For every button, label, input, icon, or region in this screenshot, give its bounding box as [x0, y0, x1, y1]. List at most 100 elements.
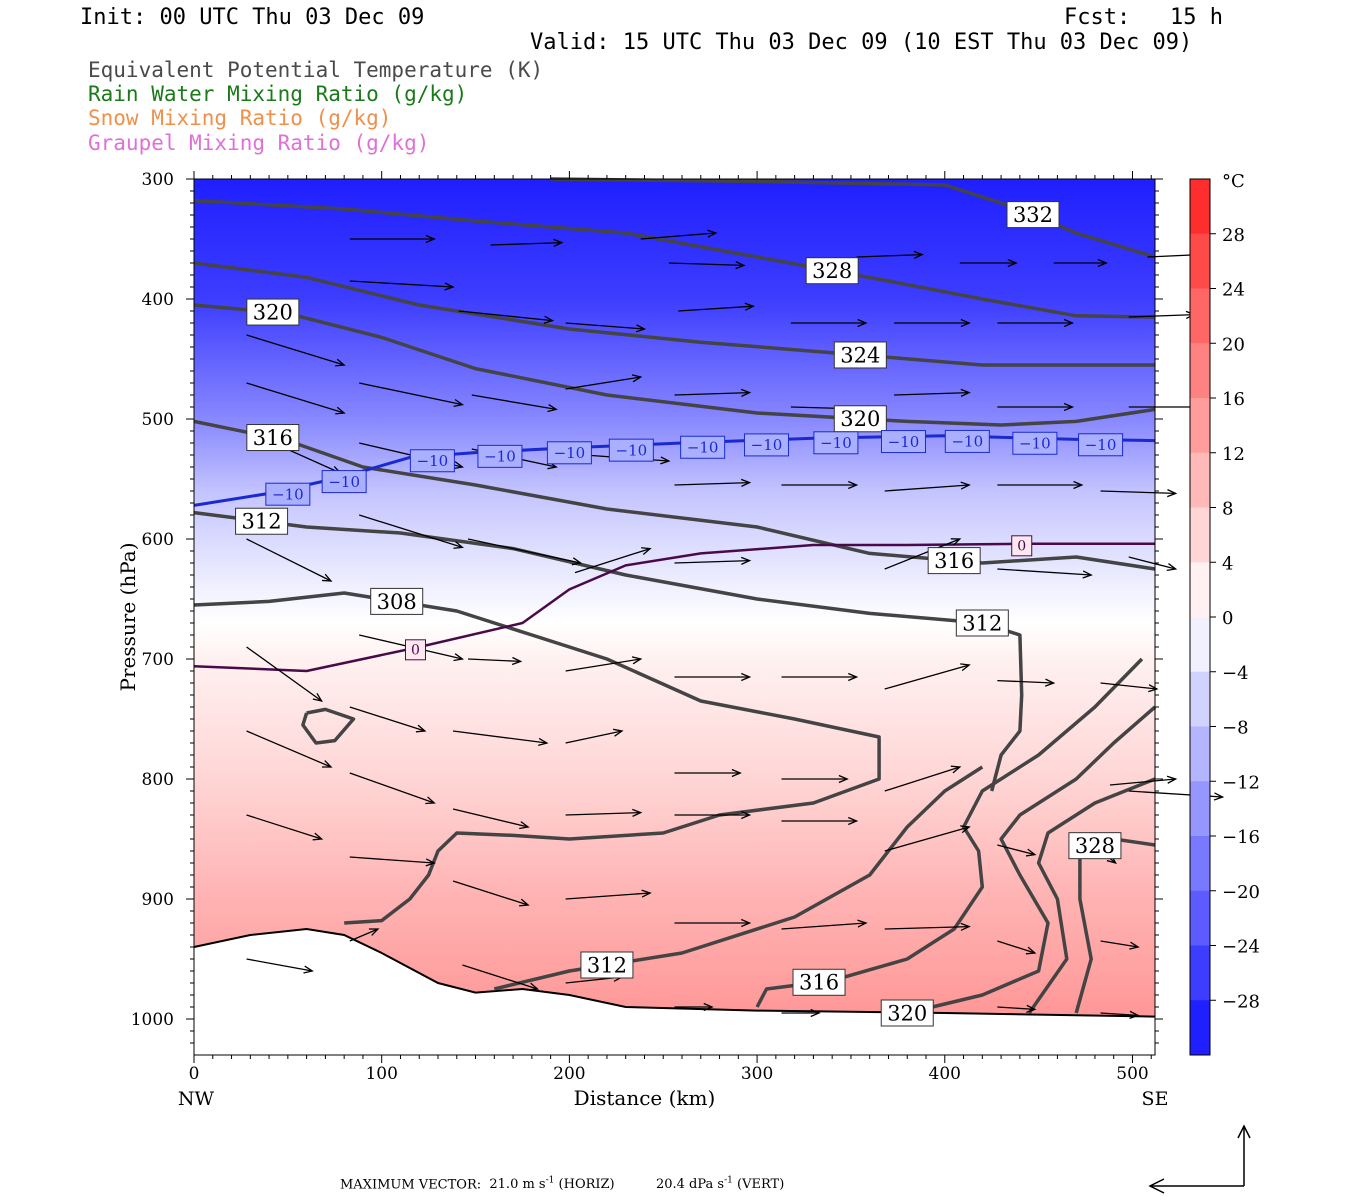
x-tick-label: 100: [365, 1064, 397, 1084]
theta-e-contour: [193, 419, 1156, 571]
isotherm-minus10-label: −10: [888, 433, 920, 451]
wind-vector-head: [415, 724, 427, 733]
y-tick-label: 500: [142, 410, 174, 430]
wind-vector-head: [543, 315, 555, 324]
wind-vector-head: [632, 808, 643, 817]
theta-e-label: 320: [253, 300, 293, 324]
wind-vector-head: [741, 810, 752, 820]
wind-vector-shaft: [674, 559, 750, 564]
y-tick-label: 400: [142, 290, 174, 310]
theta-e-label-box: [246, 424, 300, 452]
isotherm-minus10-label: −10: [484, 448, 516, 466]
isotherm-minus10-label-box: [546, 441, 592, 465]
isotherm-minus10-label: −10: [1085, 436, 1117, 454]
y-axis-label: Pressure (hPa): [116, 543, 140, 692]
wind-vector-head: [950, 765, 962, 774]
wind-vector-shaft: [674, 481, 750, 486]
y-tick-label: 800: [142, 770, 174, 790]
wind-vector-head: [744, 302, 755, 311]
x-tick-label: 500: [1116, 1064, 1148, 1084]
colorbar-tick-label: 12: [1222, 444, 1245, 465]
wind-vector-head: [848, 672, 859, 682]
wind-vector-head: [960, 922, 971, 931]
wind-vector-shaft: [1128, 313, 1195, 318]
isotherm-minus10-label: −10: [951, 433, 983, 451]
colorbar-band: [1190, 233, 1210, 289]
colorbar-tick-label: 4: [1222, 553, 1233, 574]
isotherm-minus10-label-box: [477, 444, 523, 468]
wind-vector-shaft: [668, 262, 744, 267]
wind-vector-shaft: [565, 376, 641, 390]
isotherm-minus10-label-box: [409, 449, 455, 473]
wind-vector-shaft: [781, 922, 866, 930]
theta-e-label: 316: [799, 971, 839, 995]
wind-vector-shaft: [856, 253, 923, 258]
wind-vector-head: [1082, 570, 1093, 579]
theta-e-contour: [550, 177, 1156, 259]
theta-e-label: 320: [887, 1001, 927, 1025]
wind-vector-head: [303, 965, 314, 974]
wind-vector-shaft: [471, 394, 557, 411]
wind-vector-head: [453, 653, 465, 662]
theta-e-label-box: [1006, 201, 1060, 229]
wind-vector-head: [1073, 480, 1084, 490]
wind-vector-shaft: [565, 730, 623, 744]
theta-e-label: 332: [1013, 203, 1053, 227]
wind-vector-shaft: [678, 305, 754, 312]
theta-e-contour: [906, 705, 1157, 1015]
wind-vector-shaft: [452, 880, 529, 906]
max-vector-label: MAXIMUM VECTOR:: [340, 1177, 482, 1193]
isotherm-minus10-label: −10: [417, 452, 449, 470]
wind-vector-head: [322, 760, 333, 768]
wind-vector-head: [848, 816, 859, 826]
isotherm-zero-label: 0: [411, 643, 420, 659]
y-tick-label: 300: [142, 170, 174, 190]
wind-vector-head: [848, 480, 859, 490]
wind-vector-head: [631, 374, 643, 383]
wind-vector-shaft: [349, 856, 435, 864]
x-tick-label: 400: [929, 1064, 961, 1084]
theta-e-label-box: [235, 507, 289, 535]
wind-vector-head: [635, 324, 647, 333]
colorbar-tick-label: −12: [1222, 772, 1260, 793]
x-axis-label: Distance (km): [574, 1086, 716, 1110]
colorbar-band: [1190, 726, 1210, 782]
wind-vector-shaft: [884, 826, 970, 852]
colorbar-tick-label: 16: [1222, 389, 1245, 410]
colorbar-tick-label: 0: [1222, 608, 1233, 629]
isotherm-minus10-label-box: [944, 429, 990, 453]
wind-vector-head: [547, 404, 558, 413]
theta-e-label: 328: [1075, 834, 1115, 858]
wind-vector-shaft: [565, 322, 645, 330]
wind-vector-head: [453, 461, 465, 470]
wind-vector-shaft: [884, 766, 960, 792]
wind-vector-head: [1063, 402, 1075, 412]
wind-vector-shaft: [1100, 682, 1157, 690]
colorbar-tick-label: −24: [1222, 937, 1260, 958]
wind-vector-shaft: [349, 772, 435, 804]
wind-vector-shaft: [246, 334, 345, 366]
wind-vector-head: [571, 557, 583, 566]
x-tick-label: 0: [189, 1064, 200, 1084]
colorbar-band: [1190, 671, 1210, 727]
wind-vector-shaft: [467, 538, 581, 564]
field-label-snow: Snow Mixing Ratio (g/kg): [88, 106, 392, 130]
wind-vector-shaft: [246, 730, 332, 768]
colorbar-tick-label: −20: [1222, 882, 1260, 903]
forecast-hour: Fcst: 15 h: [1064, 5, 1223, 30]
wind-vector-head: [740, 478, 752, 487]
isotherm-minus10-label: −10: [554, 444, 586, 462]
colorbar-band: [1190, 452, 1210, 508]
colorbar-band: [1190, 288, 1210, 344]
colorbar-tick-label: 28: [1222, 225, 1245, 246]
theta-e-contour: [193, 303, 1156, 427]
wind-vector-head: [1025, 848, 1037, 857]
wind-vector-shaft: [997, 1006, 1035, 1011]
theta-e-small-contour: [301, 707, 356, 745]
wind-vector-head: [312, 692, 323, 702]
wind-vector-head: [1129, 1010, 1140, 1019]
wind-vector-shaft: [1128, 556, 1176, 570]
wind-vector-head: [425, 234, 436, 244]
wind-vector-shaft: [452, 808, 529, 828]
isotherm-minus10-label: −10: [328, 473, 360, 491]
